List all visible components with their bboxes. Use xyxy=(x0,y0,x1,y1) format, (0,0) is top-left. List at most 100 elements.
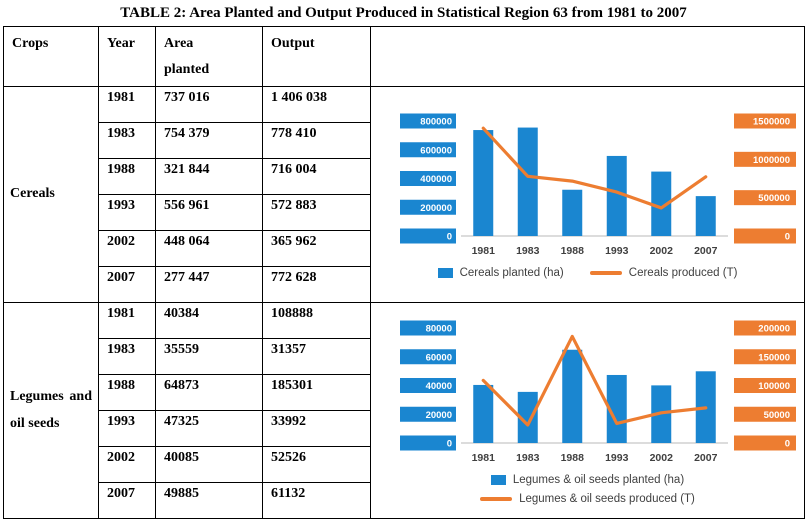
svg-text:1983: 1983 xyxy=(516,245,540,257)
svg-text:100000: 100000 xyxy=(758,381,790,392)
area-planted-cell: 754 379 xyxy=(155,122,263,159)
svg-text:200000: 200000 xyxy=(420,203,452,214)
year-cell: 1981 xyxy=(98,302,156,339)
svg-text:600000: 600000 xyxy=(420,145,452,156)
svg-text:1993: 1993 xyxy=(605,245,629,257)
year-cell: 1988 xyxy=(98,158,156,195)
year-cell: 2002 xyxy=(98,230,156,267)
line-swatch-icon xyxy=(480,496,513,501)
legumes-chart-cell: 0 20000 40000 60000 80000 0 50000 100000 150000 2… xyxy=(370,302,805,519)
legend-item-line: Cereals produced (T) xyxy=(589,267,738,279)
area-planted-cell: 448 064 xyxy=(155,230,263,267)
output-cell: 365 962 xyxy=(262,230,371,267)
legend-label: Legumes & oil seeds planted (ha) xyxy=(512,473,685,486)
table-title: TABLE 2: Area Planted and Output Produce… xyxy=(120,5,687,21)
svg-text:150000: 150000 xyxy=(758,352,790,363)
table-row: 2002 40085 52526 xyxy=(4,446,805,483)
svg-text:2007: 2007 xyxy=(694,245,718,257)
output-cell: 185301 xyxy=(262,374,371,411)
bar-swatch-icon xyxy=(437,268,453,278)
cereals-chart-cell: 0 200000 400000 600000 800000 0 500000 1000000 1… xyxy=(370,86,805,303)
svg-text:2002: 2002 xyxy=(649,452,673,464)
svg-text:500000: 500000 xyxy=(758,193,790,204)
combo-chart: 0 200000 400000 600000 800000 0 500000 1000000 1… xyxy=(372,108,804,281)
svg-text:0: 0 xyxy=(784,438,789,449)
table-row: Cereals 1981 737 016 1 406 038 0 200000 400000… xyxy=(3,86,805,303)
bar-swatch-icon xyxy=(490,474,506,485)
output-cell: 1 406 038 xyxy=(262,86,371,123)
legumes-group: Legumes and oil seeds 1981 40384 108888 0 200… xyxy=(3,302,805,519)
svg-text:20000: 20000 xyxy=(425,409,451,420)
table-row: 1988 64873 185301 xyxy=(4,374,805,411)
output-cell: 31357 xyxy=(262,338,371,375)
svg-text:1981: 1981 xyxy=(471,245,495,257)
svg-text:1993: 1993 xyxy=(605,452,629,464)
table-row: Legumes and oil seeds 1981 40384 108888 0 200… xyxy=(3,302,805,519)
svg-text:1988: 1988 xyxy=(560,452,584,464)
crop-label: Cereals xyxy=(3,86,99,303)
svg-text:80000: 80000 xyxy=(425,323,451,334)
table-row: 1993 47325 33992 xyxy=(4,410,805,447)
cereals-group: Cereals 1981 737 016 1 406 038 0 200000 400000… xyxy=(3,86,805,303)
legend-item-bar: Cereals planted (ha) xyxy=(437,267,564,279)
table-row: 1988 321 844 716 004 xyxy=(4,158,805,195)
area-planted-cell: 49885 xyxy=(155,482,263,519)
area-planted-cell: 35559 xyxy=(155,338,263,375)
area-planted-cell: 40384 xyxy=(155,302,263,339)
output-cell: 572 883 xyxy=(262,194,371,231)
legend-item-bar: Legumes & oil seeds planted (ha) xyxy=(490,473,685,486)
svg-text:1000000: 1000000 xyxy=(753,155,790,166)
chart-canvas: 0 200000 400000 600000 800000 0 500000 1000000 1… xyxy=(399,113,796,257)
table-row: 1983 35559 31357 xyxy=(4,338,805,375)
output-cell: 61132 xyxy=(262,482,371,519)
svg-text:60000: 60000 xyxy=(425,352,451,363)
svg-text:1500000: 1500000 xyxy=(753,117,790,128)
legend-label: Legumes & oil seeds produced (T) xyxy=(519,492,695,505)
svg-text:1988: 1988 xyxy=(560,245,584,257)
svg-text:50000: 50000 xyxy=(763,409,789,420)
year-cell: 2007 xyxy=(98,266,156,303)
col-header-area-planted: Area planted xyxy=(155,26,263,87)
svg-text:0: 0 xyxy=(446,438,451,449)
legend-label: Cereals planted (ha) xyxy=(459,267,564,279)
output-cell: 33992 xyxy=(262,410,371,447)
table-row: 1983 754 379 778 410 xyxy=(4,122,805,159)
data-table: Crops Year Area planted Output Cereals 19… xyxy=(3,26,805,519)
output-cell: 716 004 xyxy=(262,158,371,195)
year-cell: 2007 xyxy=(98,482,156,519)
output-cell: 108888 xyxy=(262,302,371,339)
area-planted-cell: 556 961 xyxy=(155,194,263,231)
svg-text:2002: 2002 xyxy=(649,245,673,257)
svg-text:0: 0 xyxy=(784,232,789,243)
svg-text:40000: 40000 xyxy=(425,381,451,392)
output-cell: 778 410 xyxy=(262,122,371,159)
line-swatch-icon xyxy=(589,271,622,275)
svg-text:800000: 800000 xyxy=(420,117,452,128)
svg-text:1981: 1981 xyxy=(471,452,495,464)
svg-text:2007: 2007 xyxy=(694,452,718,464)
year-cell: 1983 xyxy=(98,122,156,159)
table-row: 2007 277 447 772 628 xyxy=(4,266,805,303)
year-cell: 1983 xyxy=(98,338,156,375)
combo-chart: 0 20000 40000 60000 80000 0 50000 100000 150000 2… xyxy=(372,315,804,507)
legend-label: Cereals produced (T) xyxy=(628,267,738,279)
output-cell: 772 628 xyxy=(262,266,371,303)
area-planted-cell: 277 447 xyxy=(155,266,263,303)
col-header-year: Year xyxy=(98,26,156,87)
area-planted-cell: 737 016 xyxy=(155,86,263,123)
header-row: Crops Year Area planted Output xyxy=(3,26,805,87)
svg-text:1983: 1983 xyxy=(516,452,540,464)
area-planted-cell: 64873 xyxy=(155,374,263,411)
year-cell: 1993 xyxy=(98,194,156,231)
output-cell: 52526 xyxy=(262,446,371,483)
table-row: 2007 49885 61132 xyxy=(4,482,805,519)
col-header-crops: Crops xyxy=(3,26,99,87)
area-planted-cell: 321 844 xyxy=(155,158,263,195)
chart-canvas: 0 20000 40000 60000 80000 0 50000 100000 150000 2… xyxy=(399,320,796,464)
svg-text:400000: 400000 xyxy=(420,174,452,185)
legend-item-line: Legumes & oil seeds produced (T) xyxy=(480,493,695,505)
year-cell: 1993 xyxy=(98,410,156,447)
year-cell: 1981 xyxy=(98,86,156,123)
chart-legend: Legumes & oil seeds planted (ha) Legumes … xyxy=(373,474,802,505)
year-cell: 1988 xyxy=(98,374,156,411)
